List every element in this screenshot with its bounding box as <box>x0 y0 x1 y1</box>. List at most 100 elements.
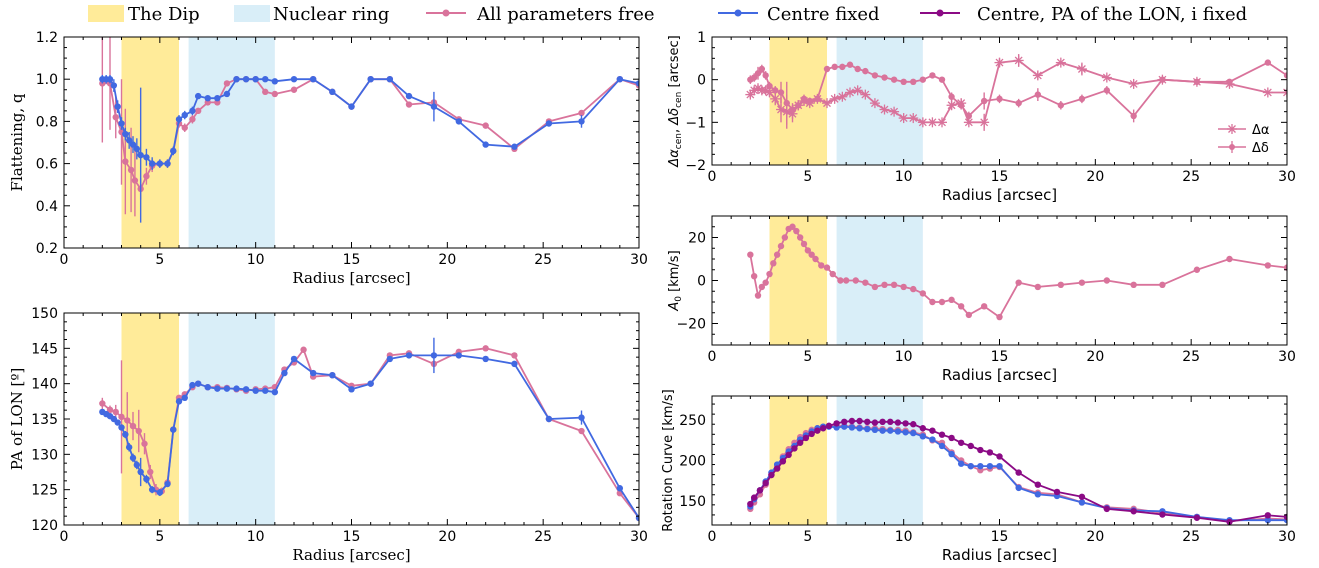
data-point <box>1226 518 1233 525</box>
data-point <box>829 93 840 104</box>
data-point <box>986 449 994 456</box>
data-point <box>616 485 624 492</box>
data-point <box>455 352 463 359</box>
y-tick-label: 140 <box>31 377 58 393</box>
data-point <box>879 418 886 425</box>
x-tick-label: 30 <box>630 529 648 545</box>
data-point <box>871 283 879 291</box>
data-point <box>796 439 804 446</box>
data-point <box>1103 87 1111 94</box>
data-point <box>1262 87 1273 98</box>
data-point <box>1034 491 1042 498</box>
data-point <box>131 177 139 184</box>
data-point <box>977 462 984 470</box>
y-tick-label: 125 <box>31 483 58 499</box>
data-point <box>1078 279 1086 286</box>
data-point <box>871 72 879 79</box>
data-point <box>262 88 269 96</box>
data-point <box>329 371 336 379</box>
data-point <box>856 417 863 425</box>
data-point <box>862 279 869 286</box>
panel-legend-label: Δδ <box>1252 141 1269 156</box>
chart-panel-rotation-curve: 0 5 10 15 20 25 30 150 200 250 Radius [arcsec] Rota… <box>661 389 1296 564</box>
data-point <box>114 103 121 110</box>
star-stroke <box>1283 91 1287 97</box>
data-point <box>214 94 221 102</box>
ticks <box>63 36 640 249</box>
legend-swatch <box>88 5 124 22</box>
data-point <box>204 94 211 102</box>
data-point <box>511 360 518 368</box>
y-tick-label: 145 <box>31 341 58 357</box>
x-tick-label: 25 <box>1182 169 1200 185</box>
data-point <box>1103 505 1111 513</box>
data-point <box>948 93 955 100</box>
series-0 <box>99 345 639 522</box>
data-point <box>290 76 298 83</box>
legend-swatch <box>234 5 270 22</box>
data-point <box>405 92 413 100</box>
x-tick-label: 25 <box>534 529 552 545</box>
data-point <box>938 298 946 306</box>
series-line <box>102 78 639 165</box>
y-axis-label: PA of LON [º] <box>8 368 26 471</box>
data-point <box>871 426 879 434</box>
data-point <box>1057 102 1065 109</box>
data-point <box>800 240 808 248</box>
y-label-part: [arcsec] <box>667 35 682 91</box>
data-point <box>1078 493 1086 500</box>
data-point <box>329 88 336 96</box>
data-point <box>823 264 831 271</box>
data-point <box>773 465 781 472</box>
data-point <box>430 103 438 110</box>
data-point <box>386 355 394 363</box>
data-point <box>1057 281 1065 288</box>
y-axis-label: A0 [km/s] <box>667 250 684 311</box>
y-axis-label: Flattening, q <box>8 93 26 191</box>
data-point <box>122 158 129 165</box>
x-tick-label: 15 <box>991 169 1009 185</box>
x-tick-label: 15 <box>343 252 361 268</box>
data-point <box>271 90 279 98</box>
data-point <box>309 369 317 377</box>
data-point <box>578 109 585 117</box>
data-point <box>808 430 815 438</box>
data-point <box>252 76 259 83</box>
data-point <box>793 227 800 235</box>
data-point <box>806 97 813 105</box>
data-point <box>910 78 917 86</box>
data-point <box>545 415 553 423</box>
data-point <box>290 355 298 363</box>
data-point <box>996 453 1003 460</box>
data-point <box>194 380 202 387</box>
data-point <box>1076 64 1087 74</box>
y-tick-label: 0 <box>697 73 706 89</box>
data-point <box>1103 277 1111 284</box>
legend-marker <box>442 9 450 17</box>
data-point <box>818 262 825 269</box>
data-point <box>929 298 936 306</box>
legend-label: Nuclear ring <box>273 4 389 25</box>
data-point <box>148 160 156 167</box>
data-point <box>837 277 844 284</box>
data-point <box>578 118 585 125</box>
ticks <box>63 312 640 526</box>
x-tick-label: 10 <box>247 252 265 268</box>
legend-label: All parameters free <box>476 4 655 25</box>
data-point <box>129 422 137 430</box>
data-point <box>545 120 553 127</box>
data-point <box>869 98 880 109</box>
data-point <box>1078 95 1086 103</box>
y-label-subscript: 0 <box>674 296 684 302</box>
data-point <box>348 386 355 393</box>
x-tick-label: 5 <box>155 529 164 545</box>
data-point <box>143 173 150 180</box>
data-point <box>482 141 489 148</box>
band-dip <box>769 396 827 525</box>
data-point <box>214 385 221 392</box>
band-nuclear-ring <box>188 37 275 248</box>
x-tick-label: 30 <box>630 252 648 268</box>
data-point <box>1015 279 1022 286</box>
data-point <box>271 78 279 85</box>
data-point <box>938 442 946 450</box>
